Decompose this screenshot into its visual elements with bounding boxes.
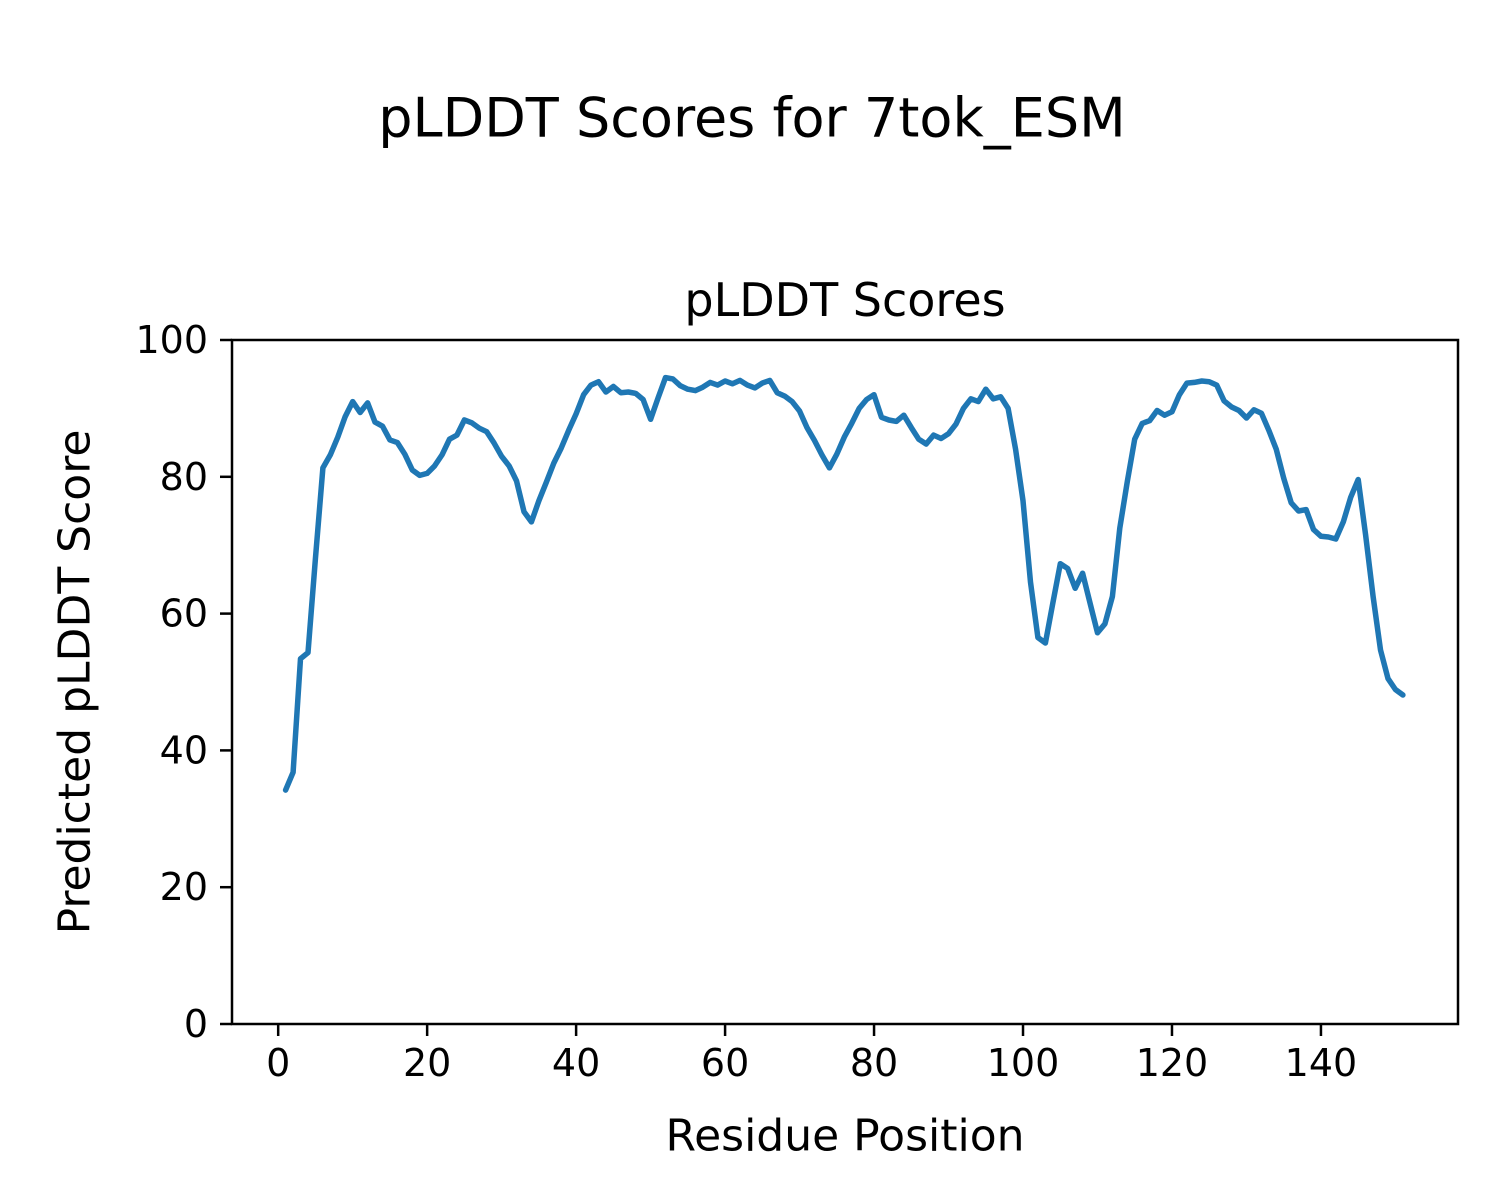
plddt-line-series [282,374,1406,793]
figure-title: pLDDT Scores for 7tok_ESM [378,86,1126,150]
x-tick-label: 80 [850,1041,898,1085]
x-tick-label: 0 [266,1041,290,1085]
x-axis-label: Residue Position [665,1110,1025,1162]
y-tick-label: 20 [160,865,208,909]
y-tick-label: 80 [160,455,208,499]
y-tick-label: 40 [160,728,208,772]
y-tick-label: 60 [160,592,208,636]
x-tick-label: 100 [987,1041,1060,1085]
y-tick-label: 0 [184,1002,208,1046]
axes-title: pLDDT Scores [684,273,1006,327]
axes-box [230,338,1460,1026]
axis-ticks: 0 20 40 60 80 100 120 140 0 20 40 60 80 100 [135,318,1357,1085]
x-tick-label: 120 [1136,1041,1209,1085]
x-tick-label: 40 [552,1041,600,1085]
x-tick-label: 60 [701,1041,749,1085]
x-tick-label: 20 [403,1041,451,1085]
y-tick-label: 100 [135,318,208,362]
x-tick-label: 140 [1285,1041,1358,1085]
